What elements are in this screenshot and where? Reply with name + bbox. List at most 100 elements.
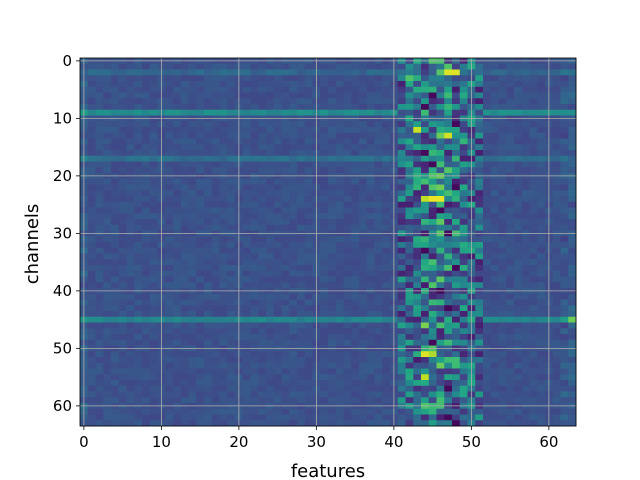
heatmap-cell [87, 414, 96, 421]
heatmap-cell [413, 380, 422, 387]
heatmap-cell [359, 236, 368, 243]
heatmap-cell [328, 184, 337, 191]
heatmap-cell [537, 207, 546, 214]
heatmap-cell [529, 104, 538, 111]
heatmap-cell [459, 276, 468, 283]
heatmap-cell [273, 380, 282, 387]
heatmap-cell [111, 334, 120, 341]
heatmap-cell [444, 397, 453, 404]
heatmap-cell [568, 414, 577, 421]
heatmap-cell [428, 362, 437, 369]
heatmap-cell [320, 362, 329, 369]
heatmap-cell [242, 201, 251, 208]
heatmap-cell [165, 265, 174, 272]
heatmap-cell [514, 127, 523, 134]
heatmap-cell [196, 408, 205, 415]
heatmap-cell [304, 155, 313, 162]
heatmap-cell [405, 242, 414, 249]
heatmap-cell [165, 385, 174, 392]
heatmap-cell [273, 259, 282, 266]
heatmap-cell [436, 259, 445, 266]
heatmap-cell [475, 207, 484, 214]
heatmap-cell [428, 81, 437, 88]
heatmap-cell [118, 339, 127, 346]
heatmap-cell [560, 167, 569, 174]
heatmap-cell [552, 420, 561, 427]
heatmap-cell [452, 362, 461, 369]
heatmap-cell [250, 81, 259, 88]
heatmap-cell [529, 63, 538, 70]
heatmap-cell [405, 127, 414, 134]
heatmap-cell [421, 316, 430, 323]
heatmap-cell [521, 138, 530, 145]
heatmap-cell [351, 161, 360, 168]
heatmap-cell [421, 190, 430, 197]
heatmap-cell [335, 236, 344, 243]
heatmap-cell [366, 81, 375, 88]
heatmap-cell [180, 219, 189, 226]
heatmap-cell [304, 247, 313, 254]
heatmap-cell [134, 414, 143, 421]
heatmap-cell [490, 127, 499, 134]
heatmap-cell [173, 265, 182, 272]
heatmap-cell [521, 357, 530, 364]
heatmap-cell [351, 420, 360, 427]
heatmap-cell [134, 253, 143, 260]
heatmap-cell [483, 265, 492, 272]
heatmap-cell [490, 161, 499, 168]
heatmap-cell [149, 132, 158, 139]
heatmap-cell [134, 213, 143, 220]
heatmap-cell [258, 334, 267, 341]
heatmap-cell [297, 196, 306, 203]
heatmap-cell [173, 420, 182, 427]
heatmap-cell [359, 207, 368, 214]
heatmap-cell [219, 380, 228, 387]
heatmap-cell [297, 385, 306, 392]
heatmap-cell [483, 420, 492, 427]
heatmap-cell [568, 339, 577, 346]
heatmap-cell [351, 236, 360, 243]
heatmap-cell [374, 219, 383, 226]
heatmap-cell [118, 311, 127, 318]
heatmap-cell [397, 385, 406, 392]
heatmap-cell [428, 236, 437, 243]
heatmap-cell [374, 334, 383, 341]
heatmap-cell [529, 311, 538, 318]
heatmap-cell [483, 98, 492, 105]
heatmap-cell [103, 236, 112, 243]
heatmap-cell [320, 144, 329, 151]
heatmap-cell [374, 167, 383, 174]
heatmap-cell [521, 253, 530, 260]
heatmap-cell [529, 391, 538, 398]
heatmap-cell [180, 328, 189, 335]
heatmap-cell [180, 334, 189, 341]
heatmap-cell [211, 224, 220, 231]
heatmap-cell [258, 196, 267, 203]
heatmap-cell [211, 242, 220, 249]
heatmap-cell [529, 339, 538, 346]
heatmap-cell [459, 75, 468, 82]
heatmap-cell [374, 265, 383, 272]
heatmap-cell [498, 207, 507, 214]
heatmap-cell [211, 397, 220, 404]
heatmap-cell [273, 196, 282, 203]
heatmap-cell [134, 282, 143, 289]
heatmap-cell [304, 299, 313, 306]
heatmap-cell [126, 328, 135, 335]
heatmap-cell [242, 374, 251, 381]
heatmap-cell [173, 270, 182, 277]
heatmap-cell [405, 63, 414, 70]
heatmap-cell [483, 144, 492, 151]
heatmap-cell [118, 178, 127, 185]
heatmap-cell [165, 397, 174, 404]
heatmap-cell [258, 380, 267, 387]
heatmap-cell [521, 374, 530, 381]
heatmap-cell [374, 357, 383, 364]
heatmap-cell [204, 420, 213, 427]
heatmap-cell [289, 92, 298, 99]
heatmap-cell [436, 178, 445, 185]
heatmap-cell [359, 104, 368, 111]
heatmap-cell [173, 316, 182, 323]
heatmap-cell [514, 201, 523, 208]
heatmap-cell [552, 380, 561, 387]
